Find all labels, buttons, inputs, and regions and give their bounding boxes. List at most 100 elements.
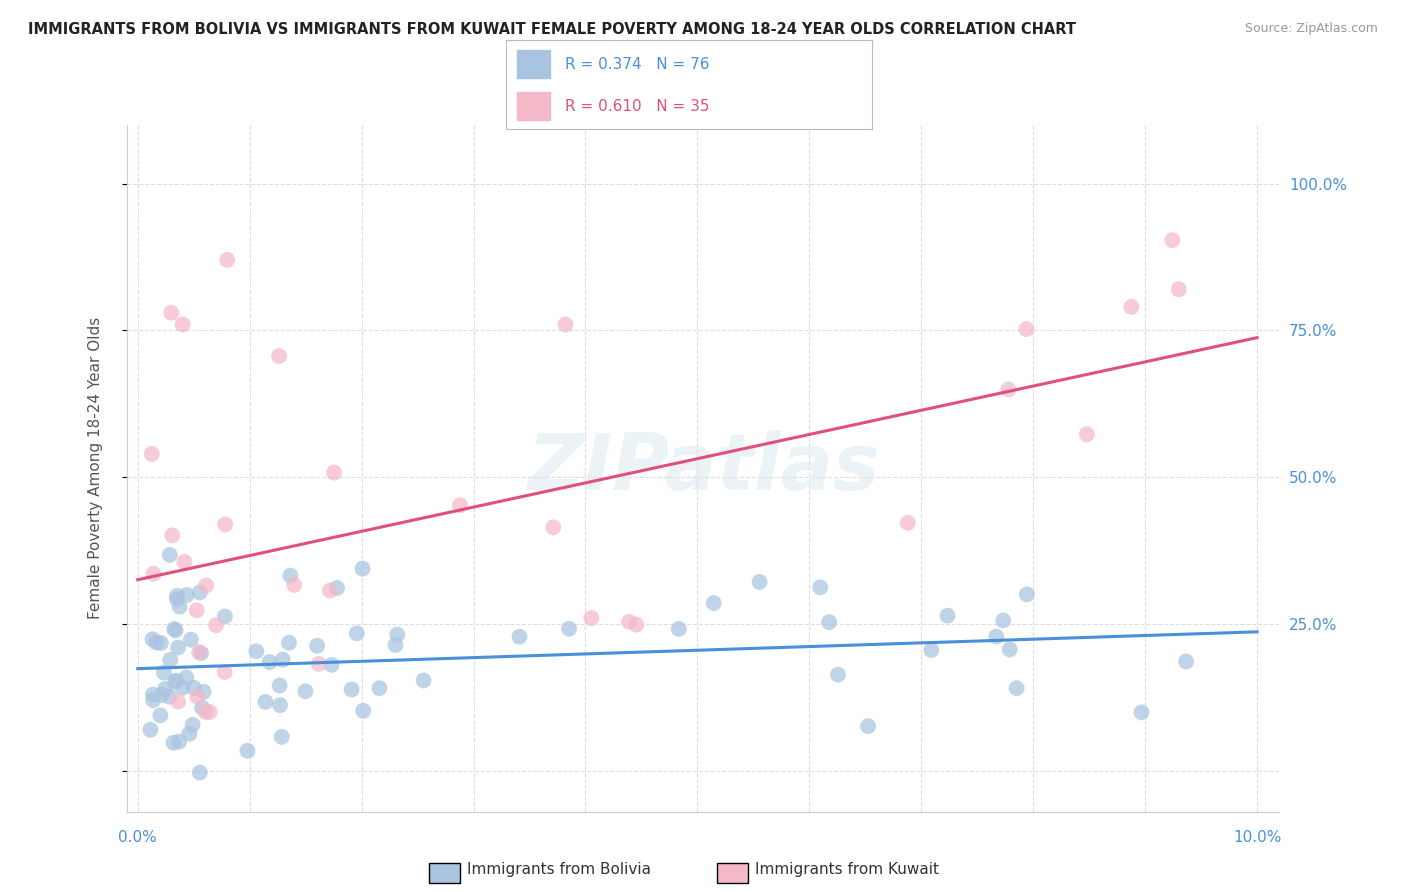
Point: [214, 665, 236, 679]
Point: [166, 589, 188, 603]
Point: [270, 730, 292, 744]
Text: Immigrants from Bolivia: Immigrants from Bolivia: [467, 863, 651, 877]
Point: [165, 624, 187, 638]
Point: [271, 653, 294, 667]
Point: [668, 622, 690, 636]
Point: [321, 657, 343, 672]
Point: [269, 679, 291, 693]
Point: [259, 655, 281, 669]
Point: [346, 626, 368, 640]
Point: [142, 566, 165, 581]
Point: [166, 592, 188, 607]
Point: [141, 447, 163, 461]
Point: [748, 574, 770, 589]
Text: R = 0.610   N = 35: R = 0.610 N = 35: [565, 99, 709, 113]
Point: [160, 306, 183, 320]
Point: [194, 705, 217, 719]
Text: 10.0%: 10.0%: [1233, 830, 1281, 846]
Point: [167, 734, 190, 748]
Point: [188, 645, 211, 659]
Point: [936, 608, 959, 623]
Point: [818, 615, 841, 629]
Point: [186, 690, 208, 704]
Point: [142, 688, 165, 702]
Point: [214, 517, 236, 532]
Point: [1076, 427, 1098, 442]
Point: [139, 723, 162, 737]
Point: [1130, 706, 1153, 720]
Point: [173, 555, 195, 569]
Point: [163, 622, 186, 636]
Point: [180, 632, 202, 647]
Point: [1015, 322, 1038, 336]
Point: [198, 705, 221, 719]
Point: [150, 688, 173, 702]
Point: [617, 615, 640, 629]
Point: [188, 585, 211, 599]
Y-axis label: Female Poverty Among 18-24 Year Olds: Female Poverty Among 18-24 Year Olds: [89, 318, 103, 619]
Point: [554, 318, 576, 332]
Point: [159, 548, 181, 562]
Point: [193, 685, 215, 699]
Point: [186, 603, 208, 617]
Point: [176, 670, 198, 684]
Point: [1175, 655, 1198, 669]
Text: R = 0.374   N = 76: R = 0.374 N = 76: [565, 57, 709, 71]
Text: IMMIGRANTS FROM BOLIVIA VS IMMIGRANTS FROM KUWAIT FEMALE POVERTY AMONG 18-24 YEA: IMMIGRANTS FROM BOLIVIA VS IMMIGRANTS FR…: [28, 22, 1076, 37]
Point: [703, 596, 725, 610]
Point: [142, 632, 165, 647]
Point: [162, 528, 184, 542]
Point: [541, 520, 564, 534]
Point: [294, 684, 316, 698]
Point: [169, 599, 191, 614]
Point: [340, 682, 363, 697]
Point: [188, 765, 211, 780]
Text: Source: ZipAtlas.com: Source: ZipAtlas.com: [1244, 22, 1378, 36]
Text: ZIPatlas: ZIPatlas: [527, 430, 879, 507]
Text: 0.0%: 0.0%: [118, 830, 157, 846]
Point: [808, 580, 831, 594]
Point: [412, 673, 434, 688]
Point: [508, 630, 530, 644]
Point: [352, 561, 374, 575]
Point: [145, 635, 167, 649]
Point: [245, 644, 267, 658]
Point: [352, 704, 374, 718]
Point: [384, 638, 406, 652]
Point: [326, 581, 349, 595]
Point: [149, 708, 172, 723]
Point: [626, 617, 648, 632]
Point: [159, 653, 181, 667]
Point: [190, 646, 212, 660]
Point: [236, 744, 259, 758]
Point: [205, 618, 228, 632]
Point: [1121, 300, 1143, 314]
Point: [167, 694, 190, 708]
Point: [387, 627, 409, 641]
Point: [856, 719, 879, 733]
Point: [1161, 233, 1184, 247]
Point: [181, 718, 204, 732]
Point: [993, 614, 1015, 628]
Point: [165, 674, 187, 689]
Point: [172, 681, 194, 695]
Point: [283, 578, 305, 592]
Point: [172, 318, 194, 332]
Point: [920, 643, 942, 657]
Bar: [517, 50, 550, 78]
Point: [307, 639, 329, 653]
Point: [368, 681, 391, 696]
Point: [153, 681, 176, 696]
Point: [280, 568, 302, 582]
Point: [986, 630, 1008, 644]
Text: Immigrants from Kuwait: Immigrants from Kuwait: [755, 863, 939, 877]
Point: [267, 349, 290, 363]
Point: [214, 609, 236, 624]
Point: [558, 622, 581, 636]
Point: [1015, 587, 1038, 601]
Point: [1005, 681, 1028, 695]
Point: [191, 700, 214, 714]
Point: [998, 642, 1021, 657]
Point: [157, 690, 180, 704]
Point: [176, 588, 198, 602]
